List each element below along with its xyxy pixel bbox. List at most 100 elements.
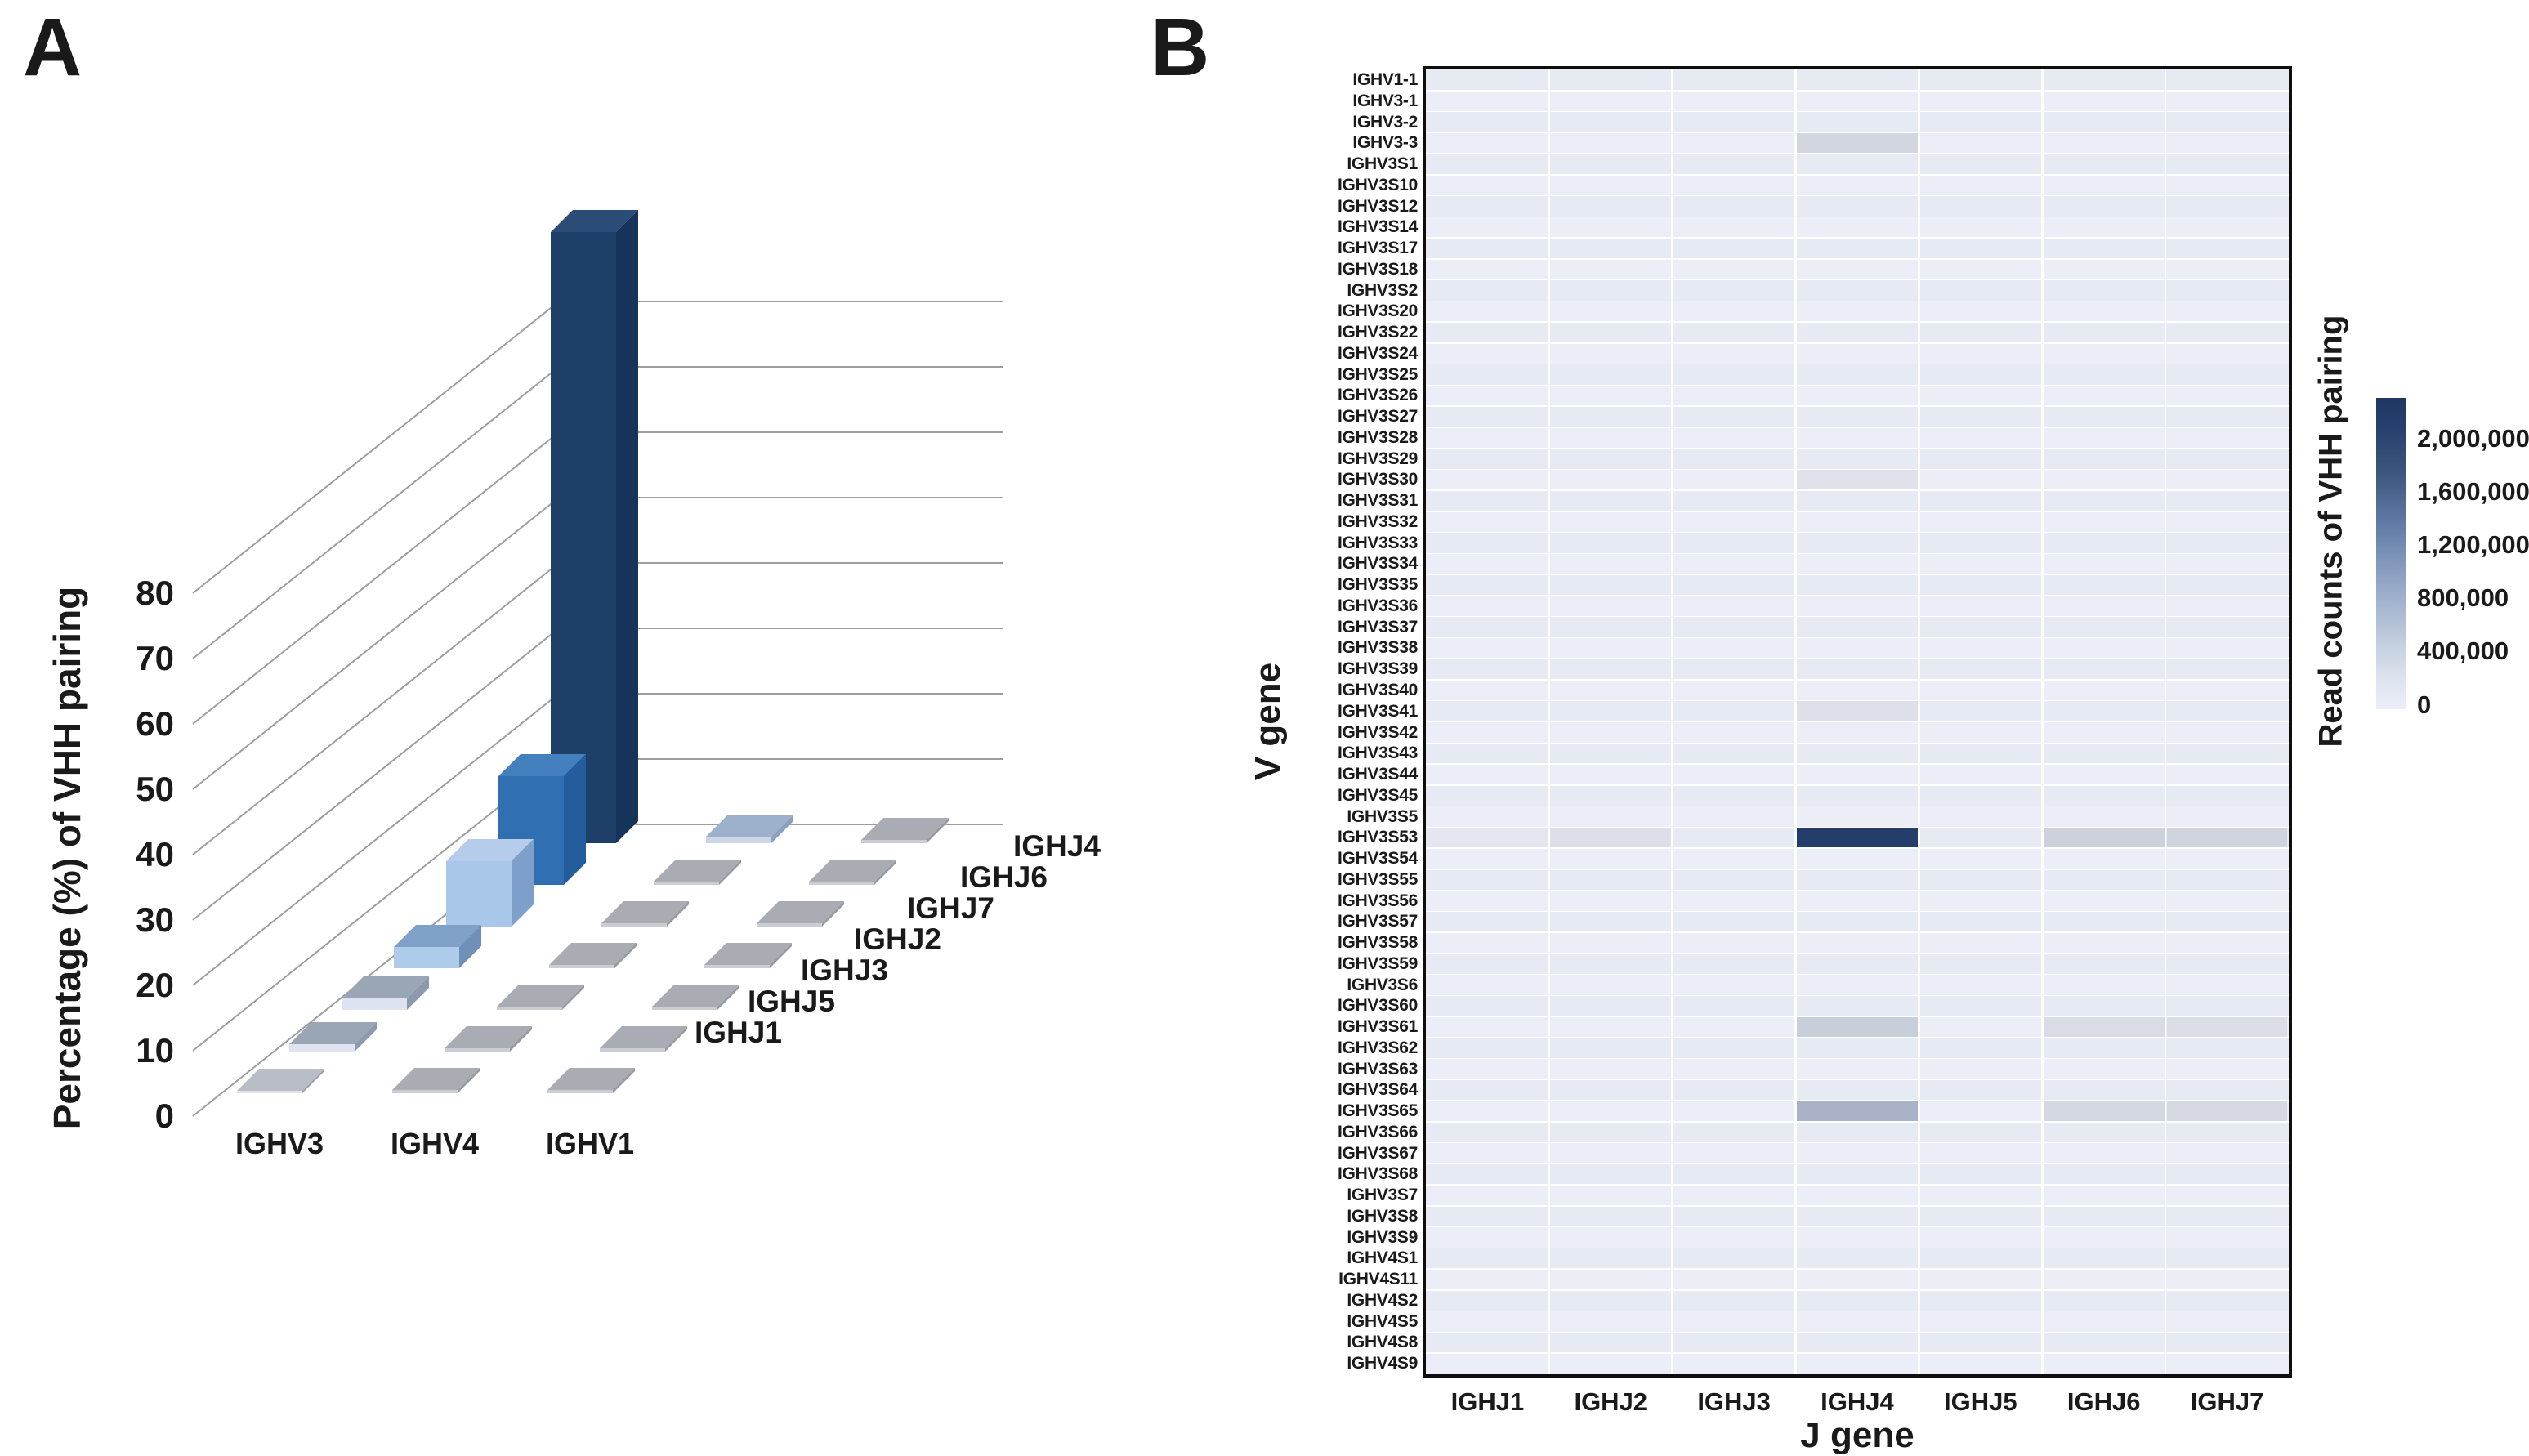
v-gene-label: IGHV3S63 — [1338, 1059, 1418, 1079]
v-gene-label: IGHV3S5 — [1347, 806, 1418, 826]
heatmap-row-gridline — [1426, 237, 2289, 239]
v-gene-label: IGHV3S68 — [1338, 1164, 1418, 1184]
tile-zero-front — [809, 882, 874, 885]
heatmap-row-gridline — [1426, 1310, 2289, 1312]
v-gene-label: IGHV3S53 — [1338, 828, 1418, 847]
tile-zero-side — [510, 1026, 532, 1052]
heatmap-row-gridline — [1426, 805, 2289, 807]
heatmap-row — [1426, 217, 2289, 239]
v-gene-label: IGHV3S41 — [1338, 701, 1418, 721]
v-gene-label: IGHV3S25 — [1338, 364, 1418, 384]
heatmap-cell-IGHV3S65-IGHJ7 — [2166, 1101, 2288, 1122]
v-gene-label: IGHV3S10 — [1338, 175, 1418, 194]
heatmap-column-gridline — [1918, 69, 1920, 1374]
tile-zero-top — [704, 943, 792, 965]
series-label: IGHJ1 — [695, 1016, 782, 1049]
tile-zero-front — [497, 1007, 562, 1010]
heatmap-row — [1426, 974, 2289, 996]
heatmap-row — [1426, 154, 2289, 175]
v-gene-label: IGHV3S28 — [1338, 427, 1418, 447]
tile-zero-front — [652, 1007, 717, 1010]
heatmap-row — [1426, 764, 2289, 785]
bar-ighv3-side — [407, 976, 429, 1010]
v-gene-label: IGHV3S7 — [1347, 1186, 1418, 1205]
heatmap-cell-IGHV3S65-IGHJ6 — [2043, 1101, 2165, 1122]
colorbar-tick-label: 800,000 — [2417, 583, 2509, 612]
tile-zero-top — [757, 901, 844, 923]
heatmap-cell-IGHV3S61-IGHJ4 — [1797, 1016, 1918, 1038]
v-gene-label: IGHV3S54 — [1338, 849, 1418, 869]
colorbar-tick-label: 1,200,000 — [2417, 530, 2529, 559]
j-gene-label: IGHJ4 — [1821, 1387, 1894, 1416]
v-gene-label: IGHV4S8 — [1347, 1333, 1418, 1352]
v-gene-label: IGHV3S20 — [1338, 301, 1418, 321]
heatmap-row-gridline — [1426, 869, 2289, 870]
heatmap-column-gridline — [1548, 69, 1551, 1374]
heatmap-row-gridline — [1426, 300, 2289, 302]
heatmap-cell-IGHV3S53-IGHJ1 — [1427, 828, 1548, 848]
y-tick-label: 10 — [136, 1031, 174, 1070]
heatmap-row — [1426, 721, 2289, 744]
heatmap-row-gridline — [1426, 1037, 2289, 1038]
heatmap-cell-IGHV3S53-IGHJ6 — [2043, 828, 2165, 848]
v-gene-label: IGHV3S58 — [1338, 933, 1418, 953]
v-gene-label: IGHV3S56 — [1338, 891, 1418, 910]
bar-ighv3-top — [498, 754, 586, 776]
heatmap-row — [1426, 532, 2289, 554]
bar-ighv3-side — [459, 925, 481, 968]
heatmap-row — [1426, 848, 2289, 869]
tile-zero-top — [497, 985, 584, 1007]
tile-zero-side — [665, 1026, 687, 1052]
j-gene-label: IGHJ5 — [1944, 1387, 2017, 1416]
v-gene-label: IGHV3S61 — [1338, 1017, 1418, 1037]
j-gene-label: IGHJ2 — [1574, 1387, 1648, 1416]
v-gene-label: IGHV3S18 — [1338, 259, 1418, 279]
heatmap-row — [1426, 1248, 2289, 1270]
panel-b-letter: B — [1151, 2, 1210, 93]
heatmap-row-gridline — [1426, 279, 2289, 281]
heatmap-row-gridline — [1426, 973, 2289, 976]
heatmap-row-gridline — [1426, 889, 2289, 891]
heatmap-row — [1426, 342, 2289, 364]
heatmap-row — [1426, 279, 2289, 301]
heatmap-row — [1426, 1121, 2289, 1143]
v-gene-label: IGHV3S12 — [1338, 196, 1418, 216]
v-gene-label: IGHV3S14 — [1338, 217, 1418, 237]
y-tick-label: 40 — [136, 835, 174, 873]
heatmap-column-labels: IGHJ1 IGHJ2 IGHJ3 IGHJ4 IGHJ5 IGHJ6 IGHJ7 — [1426, 1387, 2289, 1420]
tile-ighv4-ighj4-front — [706, 837, 771, 843]
heatmap-row — [1426, 69, 2289, 91]
v-gene-label: IGHV1-1 — [1352, 70, 1418, 89]
heatmap-row-gridline — [1426, 636, 2289, 639]
heatmap-row-gridline — [1426, 342, 2289, 344]
heatmap-row — [1426, 364, 2289, 386]
tile-zero-front — [757, 923, 822, 927]
bar-ighv3-front — [446, 861, 512, 927]
heatmap-row — [1426, 890, 2289, 912]
heatmap-row-gridline — [1426, 1184, 2289, 1186]
heatmap-row-gridline — [1426, 847, 2289, 849]
bar-ighv3-side — [616, 210, 638, 843]
y-tick-label: 80 — [136, 574, 174, 612]
tile-zero-front — [654, 882, 719, 885]
tile-zero-side — [927, 818, 949, 843]
heatmap-row-gridline — [1426, 953, 2289, 954]
heatmap-row — [1426, 679, 2289, 701]
heatmap-row — [1426, 932, 2289, 954]
gridline-diagonal — [192, 497, 560, 790]
heatmap-column-gridline — [1794, 69, 1797, 1374]
tile-zero-front — [547, 1090, 613, 1093]
bar-ighv3-front — [394, 947, 459, 968]
bar-ighv3-side — [564, 754, 586, 885]
heatmap-row-gridline — [1426, 1226, 2289, 1228]
v-gene-label: IGHV3S55 — [1338, 869, 1418, 889]
v-gene-label: IGHV3S34 — [1338, 554, 1418, 574]
colorbar-tick-label: 0 — [2417, 690, 2432, 719]
heatmap-row — [1426, 953, 2289, 975]
heatmap-row-gridline — [1426, 489, 2289, 491]
heatmap-row-gridline — [1426, 1057, 2289, 1060]
heatmap-row — [1426, 301, 2289, 323]
heatmap-row — [1426, 1289, 2289, 1311]
tile-zero-front — [861, 840, 927, 843]
heatmap-row-gridline — [1426, 1289, 2289, 1291]
